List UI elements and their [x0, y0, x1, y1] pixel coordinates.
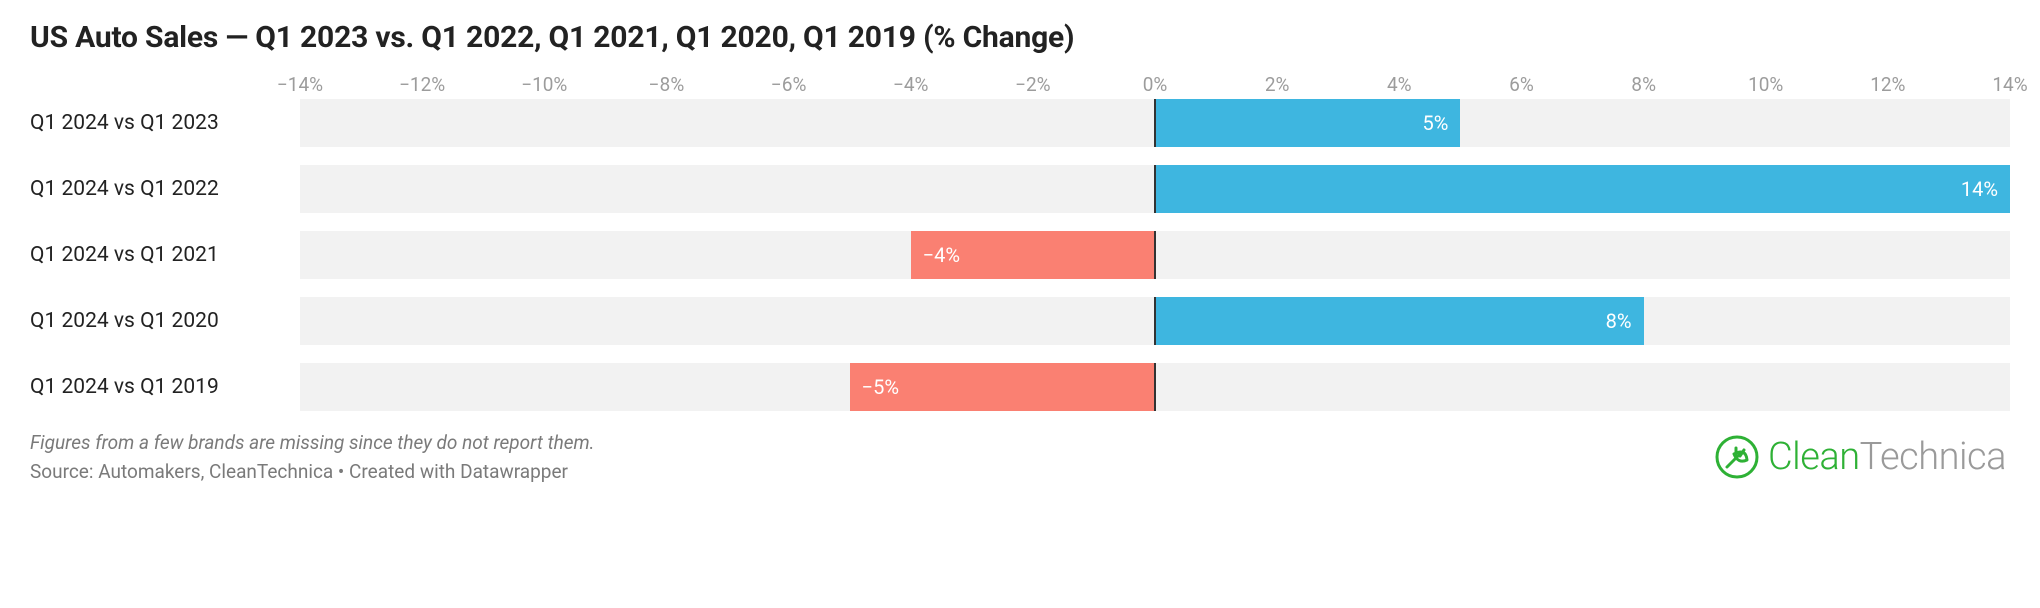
chart-title: US Auto Sales — Q1 2023 vs. Q1 2022, Q1 … — [30, 20, 2010, 55]
category-label: Q1 2024 vs Q1 2021 — [30, 231, 300, 279]
bar-value-label: 5% — [1422, 111, 1448, 135]
category-label: Q1 2024 vs Q1 2019 — [30, 363, 300, 411]
category-label: Q1 2024 vs Q1 2020 — [30, 297, 300, 345]
bar: 5% — [1155, 99, 1460, 147]
x-axis-tick: −4% — [893, 73, 928, 96]
chart-row: Q1 2024 vs Q1 2022 14% — [30, 165, 2010, 213]
bar-track: −4% — [300, 231, 2010, 279]
brand-logo: CleanTechnica — [1714, 434, 2010, 486]
zero-line — [1154, 363, 1156, 411]
chart-source: Source: Automakers, CleanTechnica • Crea… — [30, 458, 595, 487]
x-axis-tick: 8% — [1631, 73, 1656, 96]
bar-value-label: 8% — [1606, 309, 1632, 333]
chart-note: Figures from a few brands are missing si… — [30, 429, 595, 458]
x-axis-tick: 12% — [1870, 73, 1905, 96]
bar-value-label: 14% — [1961, 177, 1998, 201]
zero-line — [1154, 297, 1156, 345]
chart-footer: Figures from a few brands are missing si… — [30, 429, 595, 486]
bar: −4% — [911, 231, 1155, 279]
zero-line — [1154, 231, 1156, 279]
x-axis-tick: −2% — [1015, 73, 1050, 96]
bar: 8% — [1155, 297, 1644, 345]
zero-line — [1154, 99, 1156, 147]
bar-track: −5% — [300, 363, 2010, 411]
bar-track: 5% — [300, 99, 2010, 147]
bar-value-label: −5% — [862, 375, 899, 399]
category-label: Q1 2024 vs Q1 2022 — [30, 165, 300, 213]
x-axis-tick: 0% — [1143, 73, 1168, 96]
plug-leaf-icon — [1714, 434, 1760, 480]
bar-track: 8% — [300, 297, 2010, 345]
chart-row: Q1 2024 vs Q1 2023 5% — [30, 99, 2010, 147]
brand-logo-text: CleanTechnica — [1768, 435, 2006, 479]
chart-row: Q1 2024 vs Q1 2020 8% — [30, 297, 2010, 345]
x-axis-tick: 6% — [1509, 73, 1534, 96]
x-axis-tick: 4% — [1387, 73, 1412, 96]
bar: 14% — [1155, 165, 2010, 213]
zero-line — [1154, 165, 1156, 213]
x-axis-tick: −8% — [649, 73, 685, 96]
x-axis: −14% −12% −10% −8% −6% −4% −2% 0% 2% 4% 6% 8% 10% 12%… — [30, 73, 2010, 99]
bar-value-label: −4% — [923, 243, 960, 267]
bar: −5% — [850, 363, 1155, 411]
x-axis-tick: 14% — [1992, 73, 2027, 96]
x-axis-tick: −6% — [771, 73, 807, 96]
x-axis-tick: −12% — [399, 73, 445, 96]
bar-track: 14% — [300, 165, 2010, 213]
chart: −14% −12% −10% −8% −6% −4% −2% 0% 2% 4% 6% 8% 10% 12%… — [30, 73, 2010, 411]
chart-row: Q1 2024 vs Q1 2019 −5% — [30, 363, 2010, 411]
chart-row: Q1 2024 vs Q1 2021 −4% — [30, 231, 2010, 279]
category-label: Q1 2024 vs Q1 2023 — [30, 99, 300, 147]
x-axis-tick: −10% — [521, 73, 567, 96]
x-axis-tick: 2% — [1265, 73, 1290, 96]
x-axis-tick: 10% — [1748, 73, 1783, 96]
x-axis-tick: −14% — [277, 73, 323, 96]
